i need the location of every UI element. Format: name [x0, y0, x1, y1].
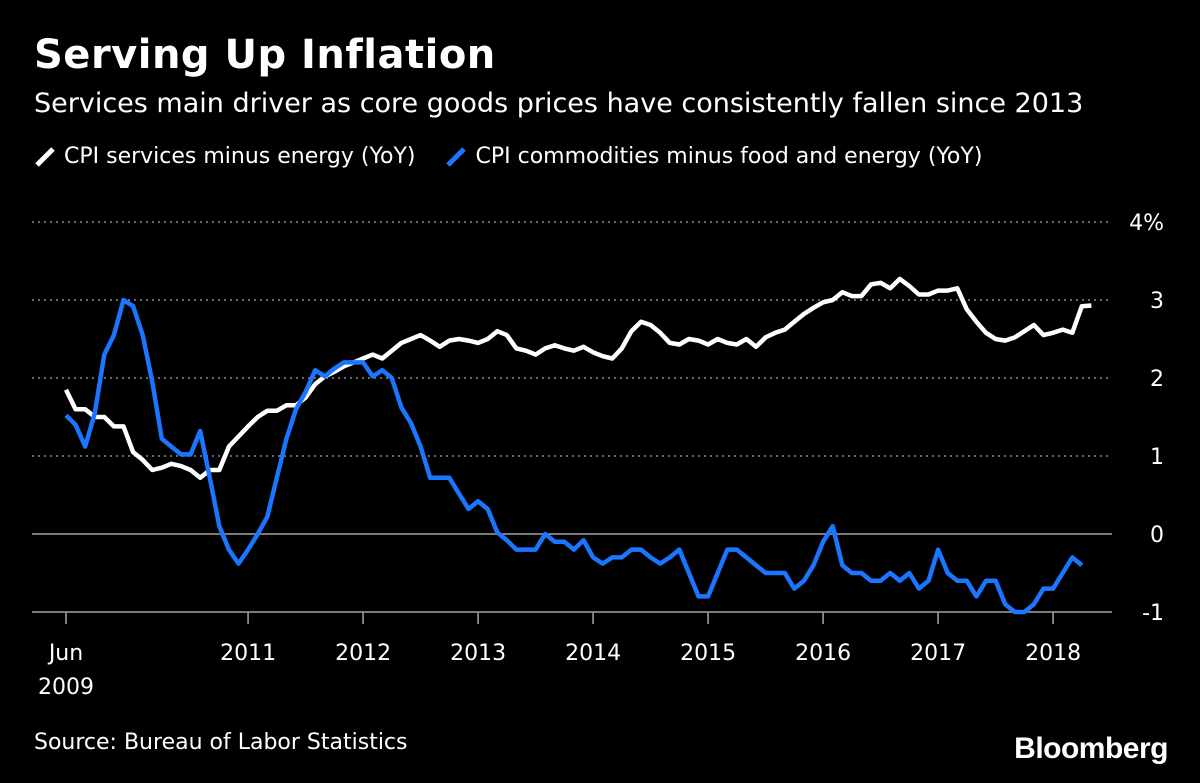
legend-label-commodities: CPI commodities minus food and energy (Y… [475, 144, 983, 169]
y-tick-label-4: 4% [1129, 211, 1164, 236]
x-tick-label-2015-01: 2015 [680, 641, 736, 666]
legend-item-services: CPI services minus energy (YoY) [34, 144, 415, 169]
series-line-services [63, 276, 1092, 481]
legend-swatch-commodities [446, 146, 467, 167]
y-tick-label-0: 0 [1150, 523, 1164, 548]
legend-label-services: CPI services minus energy (YoY) [64, 144, 416, 169]
source-note: Source: Bureau of Labor Statistics [34, 730, 408, 755]
chart-title: Serving Up Inflation [34, 32, 496, 78]
x-tick-label-2016-01: 2016 [795, 641, 851, 666]
legend: CPI services minus energy (YoY) CPI comm… [34, 144, 1012, 169]
series-line-commodities [64, 297, 1084, 615]
y-tick-label-neg1: -1 [1142, 601, 1164, 626]
y-tick-label-3: 3 [1150, 289, 1164, 314]
legend-swatch-services [35, 146, 55, 167]
x-tick-label-2018-01: 2018 [1025, 641, 1081, 666]
chart-subtitle: Services main driver as core goods price… [34, 88, 1084, 119]
x-tick-label2-2009-06: 2009 [38, 675, 94, 700]
x-tick-label-2013-01: 2013 [450, 641, 506, 666]
x-tick-label-2017-01: 2017 [910, 641, 966, 666]
y-tick-label-1: 1 [1150, 445, 1164, 470]
legend-item-commodities: CPI commodities minus food and energy (Y… [445, 144, 982, 169]
x-tick-label-2012-01: 2012 [335, 641, 391, 666]
x-tick-label-2011-01: 2011 [220, 641, 276, 666]
bloomberg-logo: Bloomberg [1014, 732, 1168, 765]
x-tick-label-2014-01: 2014 [565, 641, 621, 666]
x-tick-label-2009-06: Jun [47, 641, 83, 666]
y-tick-label-2: 2 [1150, 367, 1164, 392]
